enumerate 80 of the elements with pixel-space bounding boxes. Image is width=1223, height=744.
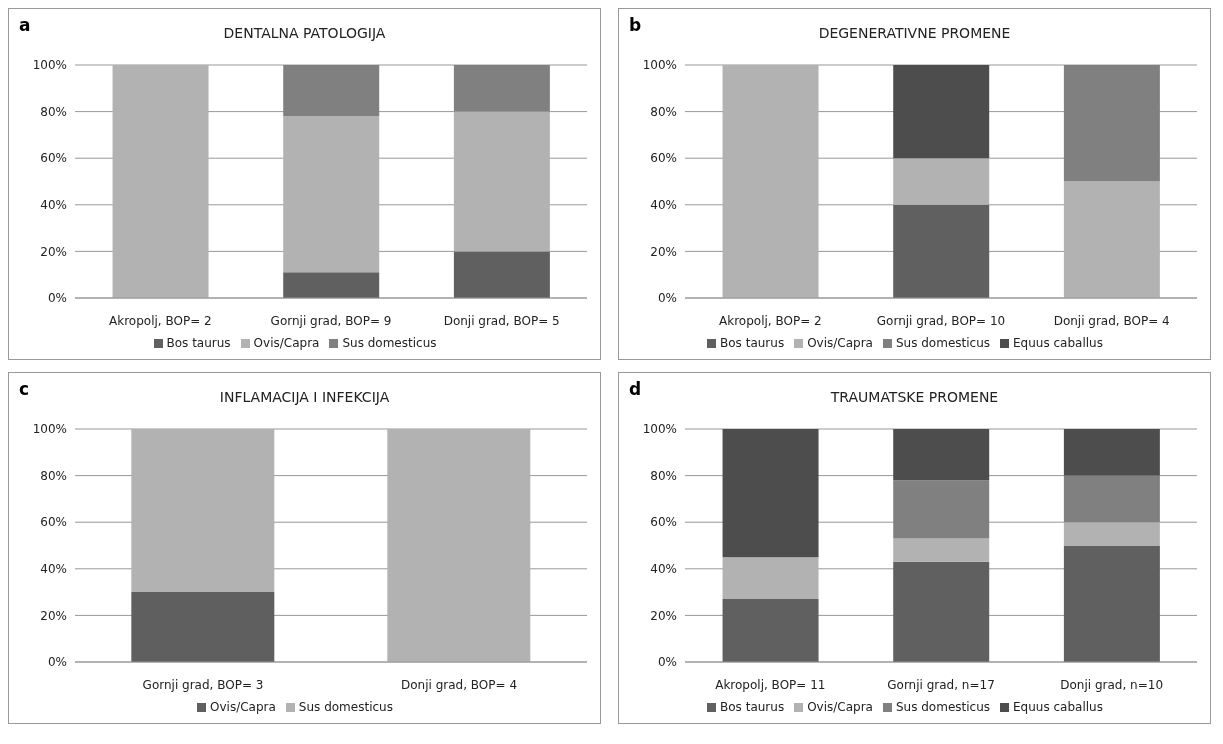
text: b bbox=[629, 15, 642, 35]
y-tick-label: 40% bbox=[40, 198, 67, 213]
legend-label: Bos taurus bbox=[166, 336, 231, 350]
y-tick-label: 60% bbox=[40, 151, 67, 166]
y-tick-label: 80% bbox=[650, 104, 677, 119]
y-tick-label: 0% bbox=[657, 291, 677, 306]
y-tick-label: 60% bbox=[650, 151, 677, 166]
x-tick-label: Donji grad, n=10 bbox=[1060, 677, 1164, 692]
x-tick-label: Donji grad, BOP= 5 bbox=[443, 313, 560, 328]
legend-label: Equus caballus bbox=[1013, 700, 1103, 714]
bar bbox=[722, 599, 819, 662]
x-tick-label: Gornji grad, BOP= 9 bbox=[270, 313, 392, 328]
x-tick-label: Gornji grad, BOP= 10 bbox=[876, 313, 1006, 328]
legend-label: Sus domesticus bbox=[895, 336, 991, 350]
y-tick-label: 0% bbox=[47, 655, 67, 670]
text: a bbox=[19, 15, 31, 35]
text: c bbox=[19, 379, 30, 399]
legend-label: Sus domesticus bbox=[342, 336, 437, 350]
bar bbox=[453, 65, 550, 112]
x-tick-label: Gornji grad, n=17 bbox=[887, 677, 995, 692]
y-tick-label: 40% bbox=[40, 562, 67, 577]
bar bbox=[1063, 65, 1160, 182]
x-tick-label: Donji grad, BOP= 4 bbox=[400, 677, 518, 692]
bar bbox=[1063, 522, 1160, 546]
y-tick-label: 100% bbox=[32, 422, 67, 437]
y-tick-label: 100% bbox=[642, 58, 677, 73]
legend-label: Ovis/Capra bbox=[807, 700, 873, 714]
legend-label: Equus caballus bbox=[1013, 336, 1103, 350]
x-tick-label: Akropolj, BOP= 2 bbox=[719, 313, 822, 328]
bar bbox=[893, 538, 990, 562]
y-tick-label: 0% bbox=[47, 291, 67, 306]
bar bbox=[1063, 181, 1160, 298]
y-tick-label: 100% bbox=[32, 58, 67, 73]
y-tick-label: 80% bbox=[40, 468, 67, 483]
bar bbox=[893, 204, 990, 298]
bar bbox=[1063, 545, 1160, 662]
y-tick-label: 60% bbox=[40, 515, 67, 530]
x-tick-label: Akropolj, BOP= 2 bbox=[109, 313, 212, 328]
legend-label: Ovis/Capra bbox=[253, 336, 320, 350]
bar bbox=[893, 158, 990, 205]
y-tick-label: 0% bbox=[657, 655, 677, 670]
bar bbox=[1063, 475, 1160, 523]
chart-title: DEGENERATIVNE PROMENE bbox=[818, 25, 1011, 41]
chart-title: TRAUMATSKE PROMENE bbox=[830, 389, 999, 405]
y-tick-label: 80% bbox=[650, 468, 677, 483]
y-tick-label: 100% bbox=[642, 422, 677, 437]
x-tick-label: Akropolj, BOP= 11 bbox=[715, 677, 826, 692]
bar bbox=[112, 65, 209, 298]
bar bbox=[893, 561, 990, 662]
bar bbox=[893, 65, 990, 159]
legend-label: Ovis/Capra bbox=[807, 336, 873, 350]
y-tick-label: 20% bbox=[650, 244, 677, 259]
y-tick-label: 80% bbox=[40, 104, 67, 119]
bar bbox=[283, 65, 380, 117]
bar bbox=[453, 251, 550, 298]
y-tick-label: 60% bbox=[650, 515, 677, 530]
bar bbox=[283, 116, 380, 273]
y-tick-label: 40% bbox=[650, 562, 677, 577]
bar bbox=[722, 429, 819, 558]
bar bbox=[722, 65, 819, 298]
x-tick-label: Gornji grad, BOP= 3 bbox=[142, 677, 264, 692]
chart-title: DENTALNA PATOLOGIJA bbox=[223, 25, 386, 41]
legend-label: Ovis/Capra bbox=[210, 700, 276, 714]
bar bbox=[893, 429, 990, 481]
text: d bbox=[629, 379, 642, 399]
chart-title: INFLAMACIJA I INFEKCIJA bbox=[219, 389, 390, 405]
legend-label: Sus domesticus bbox=[298, 700, 393, 714]
legend-label: Bos taurus bbox=[720, 336, 785, 350]
y-tick-label: 20% bbox=[650, 608, 677, 623]
legend-label: Bos taurus bbox=[720, 700, 785, 714]
y-tick-label: 20% bbox=[40, 608, 67, 623]
bar bbox=[893, 480, 990, 539]
bar bbox=[722, 557, 819, 600]
y-tick-label: 20% bbox=[40, 244, 67, 259]
legend-label: Sus domesticus bbox=[895, 700, 991, 714]
x-tick-label: Donji grad, BOP= 4 bbox=[1053, 313, 1170, 328]
bar bbox=[453, 111, 550, 252]
bar bbox=[283, 272, 380, 298]
y-tick-label: 40% bbox=[650, 198, 677, 213]
bar bbox=[1063, 429, 1160, 476]
